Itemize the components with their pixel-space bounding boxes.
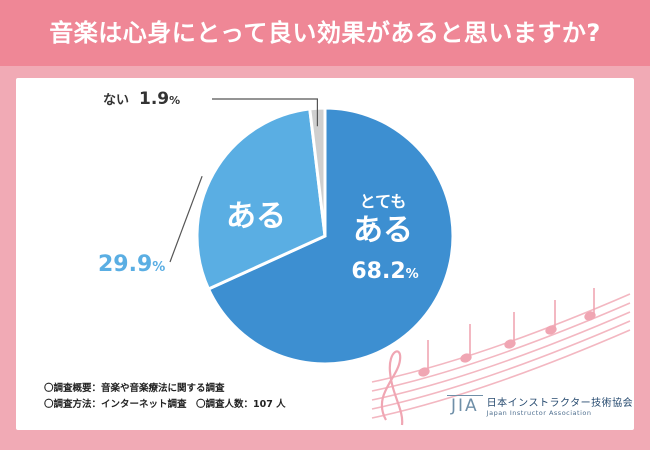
jia-logo-name-jp: 日本インストラクター技術協会 — [486, 398, 634, 409]
pie-slice-very — [206, 106, 455, 366]
survey-notes-line2: 〇調査方法：インターネット調査 〇調査人数：107 人 — [44, 399, 286, 410]
slice-value-very: 68.2% — [351, 259, 418, 284]
jia-logo-mark: JIA — [447, 395, 483, 416]
slice-value-no-unit: % — [169, 94, 180, 107]
slice-value-very-unit: % — [406, 267, 419, 282]
leader-line-no — [212, 98, 318, 127]
slice-label-yes: ある — [226, 199, 286, 234]
slice-value-yes-number: 29.9 — [98, 252, 152, 277]
slice-label-very-line1: とても — [360, 192, 407, 211]
slice-value-yes-unit: % — [152, 260, 165, 275]
title-bar: 音楽は心身にとって良い効果があると思いますか? — [0, 0, 650, 66]
leader-line-yes — [169, 175, 203, 263]
slice-value-very-number: 68.2 — [351, 259, 405, 284]
slice-label-very-line2: ある — [353, 213, 413, 248]
jia-logo: JIA 日本インストラクター技術協会 Japan Instructor Asso… — [447, 394, 633, 417]
music-notes-icon — [371, 288, 631, 426]
slice-label-no-text: ない — [103, 93, 129, 108]
slice-value-no-number: 1.9 — [139, 89, 169, 109]
slice-label-no: ない 1.9% — [103, 89, 180, 109]
survey-notes-line1: 〇調査概要：音楽や音楽療法に関する調査 — [44, 383, 225, 394]
jia-logo-name-en: Japan Instructor Association — [486, 409, 592, 417]
slice-value-yes: 29.9% — [98, 252, 165, 277]
jia-logo-text: 日本インストラクター技術協会 Japan Instructor Associat… — [487, 394, 633, 417]
pie-slice-yes — [195, 107, 327, 292]
survey-notes: 〇調査概要：音楽や音楽療法に関する調査 〇調査方法：インターネット調査 〇調査人… — [44, 381, 286, 413]
chart-title: 音楽は心身にとって良い効果があると思いますか? — [49, 19, 601, 47]
